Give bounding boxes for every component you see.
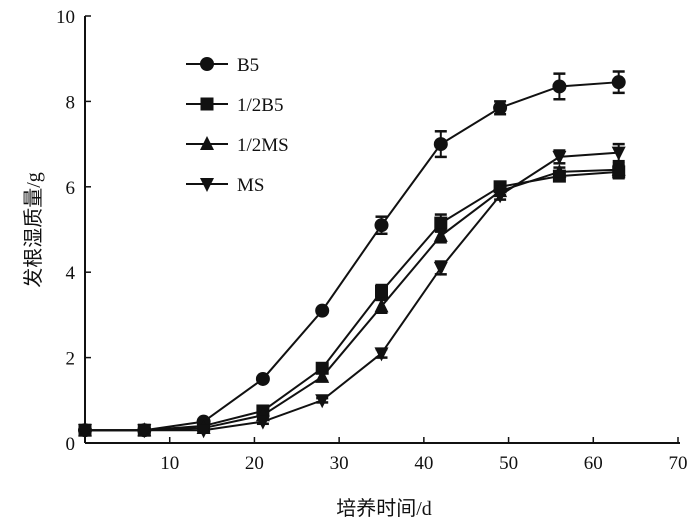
data-point <box>611 75 626 90</box>
legend-marker-circle-icon <box>200 57 214 71</box>
data-point <box>374 298 389 313</box>
x-tick-label: 60 <box>584 453 603 474</box>
legend-marker-square-icon <box>200 97 214 111</box>
y-tick-label: 8 <box>66 92 76 113</box>
x-tick-label: 30 <box>330 453 349 474</box>
series-1-2b5 <box>78 164 626 437</box>
y-tick-label: 0 <box>66 434 76 455</box>
series-line <box>85 81 619 432</box>
data-point <box>137 424 152 439</box>
data-point <box>315 368 330 383</box>
x-tick-label: 20 <box>245 453 264 474</box>
y-axis-label: 发根湿质量/g <box>22 172 45 288</box>
data-point <box>611 161 626 176</box>
legend-item: MS <box>186 175 264 196</box>
x-tick-label: 70 <box>669 453 688 474</box>
data-point <box>493 100 508 115</box>
legend-label: 1/2B5 <box>237 95 283 116</box>
y-tick-label: 6 <box>66 178 76 199</box>
data-point <box>611 146 626 161</box>
data-point <box>255 371 270 386</box>
x-tick-label: 10 <box>160 453 179 474</box>
series-line <box>85 170 619 432</box>
legend-marker-triangle-up-icon <box>200 136 214 150</box>
series-line <box>85 168 619 432</box>
legend-label: MS <box>237 175 264 196</box>
legend-label: B5 <box>237 55 259 76</box>
data-point <box>434 216 448 230</box>
data-point <box>196 424 211 439</box>
legend-item: 1/2MS <box>186 135 289 156</box>
data-point <box>374 347 389 362</box>
data-point <box>255 415 270 430</box>
y-tick-label: 4 <box>66 263 76 284</box>
y-tick-label: 10 <box>56 7 75 28</box>
data-point <box>552 79 567 94</box>
series-1-2ms <box>78 161 626 437</box>
data-point <box>433 137 448 152</box>
x-tick-label: 50 <box>499 453 518 474</box>
axes: 10 20 30 40 50 60 70 0 2 4 6 8 10 <box>56 7 688 474</box>
series-line <box>85 151 619 432</box>
x-tick-label: 40 <box>414 453 433 474</box>
legend: B5 1/2B5 1/2MS MS <box>186 55 289 196</box>
x-axis-label: 培养时间/d <box>336 497 432 520</box>
data-point <box>433 261 448 276</box>
legend-label: 1/2MS <box>237 135 289 156</box>
data-point <box>315 303 330 318</box>
data-point <box>552 150 567 165</box>
data-point <box>493 189 508 204</box>
data-point <box>552 163 567 178</box>
data-point <box>433 227 448 242</box>
legend-marker-triangle-down-icon <box>200 178 214 192</box>
legend-item: 1/2B5 <box>186 95 283 116</box>
y-tick-label: 2 <box>66 349 76 370</box>
data-point <box>78 424 92 439</box>
data-point <box>375 284 388 298</box>
legend-item: B5 <box>186 55 259 76</box>
series-group <box>78 70 626 439</box>
series-ms <box>78 142 626 439</box>
data-point <box>315 394 330 409</box>
series-b5 <box>78 70 626 438</box>
data-point <box>374 218 389 233</box>
